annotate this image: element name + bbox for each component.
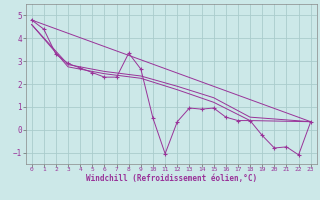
X-axis label: Windchill (Refroidissement éolien,°C): Windchill (Refroidissement éolien,°C) (86, 174, 257, 183)
